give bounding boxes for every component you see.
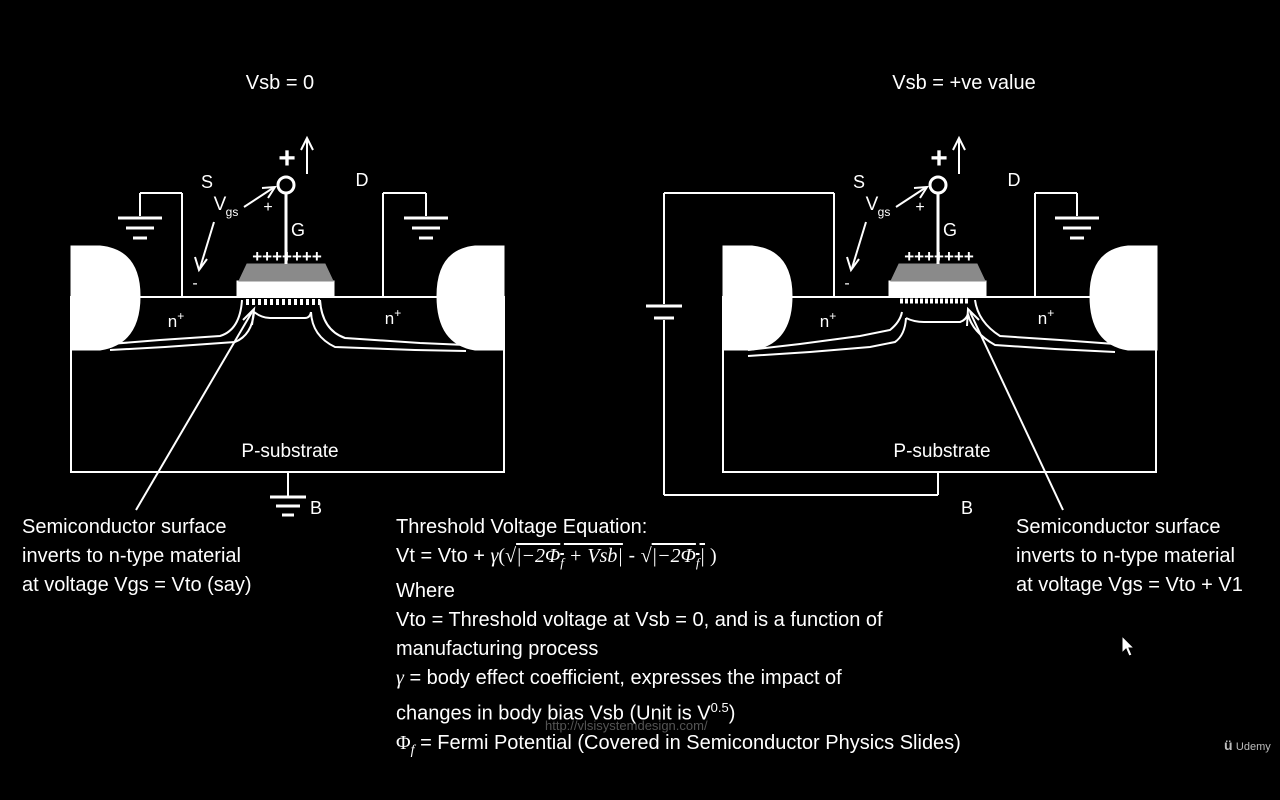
right-caption-pointer-head — [966, 306, 980, 327]
equation-heading: Threshold Voltage Equation: — [396, 516, 648, 538]
right-vgs-arrow-to-gate — [895, 187, 926, 208]
left-n-plus-source-label: n+ — [168, 309, 184, 331]
left-body-ground-icon — [270, 495, 306, 517]
left-caption-line: Semiconductor surface — [22, 516, 227, 538]
left-vgs-arrowhead-source — [194, 256, 208, 273]
right-gate-electrode — [890, 263, 986, 282]
right-gate-label: G — [943, 220, 957, 240]
right-up-arrowhead — [952, 135, 966, 151]
left-gate-electrode — [238, 263, 334, 282]
mouse-cursor-icon — [1121, 634, 1136, 657]
phi-definition-line: Φf = Fermi Potential (Covered in Semicon… — [396, 731, 961, 758]
gamma-symbol: γ — [396, 667, 404, 689]
right-caption: Semiconductor surface inverts to n-type … — [1016, 513, 1243, 600]
right-gate-charges: +++++++ — [904, 247, 974, 266]
udemy-logo-text: Udemy — [1235, 741, 1271, 753]
right-vgs-arrow-to-source — [851, 221, 867, 269]
left-source-ground-icon — [118, 216, 162, 240]
equation-formula: Vt = Vto + γ(√|−2Φf + Vsb| - √|−2Φf| ) — [396, 542, 961, 577]
right-drain-label: D — [1008, 170, 1021, 190]
gamma-definition-line2: changes in body bias Vsb (Unit is V0.5) — [396, 700, 736, 725]
watermark-url: http://vlsisystemdesign.com/ — [545, 718, 708, 733]
left-plus-big: + — [278, 142, 296, 175]
left-depletion-region — [253, 311, 312, 319]
equation-between: - — [622, 545, 641, 567]
left-source-label: S — [201, 172, 213, 192]
equation-close-paren: ) — [705, 545, 717, 567]
radicand-2: |−2Φf| — [651, 545, 706, 570]
left-drain-ground-icon — [404, 216, 448, 240]
left-mosfet-diagram: Vsb = 0 + S D V gs + G +++++++ - n+ n+ P… — [70, 72, 505, 518]
right-n-plus-source-region — [747, 311, 907, 357]
left-field-oxide-left — [70, 245, 141, 351]
right-source-label: S — [853, 172, 865, 192]
left-up-arrowhead — [300, 135, 314, 151]
gamma-definition-line1: γ = body effect coefficient, expresses t… — [396, 667, 842, 689]
left-caption-pointer — [135, 311, 253, 511]
sqrt-sign: √ — [505, 545, 517, 567]
right-vgs-main: V — [866, 194, 879, 215]
udemy-logo: ü Udemy — [1224, 737, 1271, 753]
equation-open-paren: ( — [498, 545, 506, 567]
vto-definition-line1: Vto = Threshold voltage at Vsb = 0, and … — [396, 609, 883, 631]
right-body-label: B — [961, 498, 973, 518]
right-minus: - — [844, 275, 849, 292]
sqrt-sign: √ — [640, 545, 652, 567]
left-gate-label: G — [291, 220, 305, 240]
left-caption-pointer-head — [242, 306, 256, 326]
left-vgs-arrowhead-gate — [261, 185, 277, 199]
left-vgs-main: V — [214, 194, 227, 215]
left-plus-small: + — [263, 199, 272, 216]
left-gate-oxide — [236, 280, 335, 298]
right-vgs-arrowhead-source — [846, 256, 860, 273]
left-n-plus-drain-region — [310, 299, 467, 352]
right-gate-terminal — [928, 175, 948, 195]
left-caption: Semiconductor surface inverts to n-type … — [22, 513, 252, 600]
right-title: Vsb = +ve value — [892, 72, 1035, 94]
gamma-symbol: γ — [490, 545, 499, 567]
radicand-1: |−2Φf + Vsb| — [516, 545, 623, 570]
right-caption-pointer — [969, 311, 1064, 511]
vto-definition-line2: manufacturing process — [396, 638, 599, 660]
right-depletion-region — [905, 313, 969, 323]
left-caption-line: at voltage Vgs = Vto (say) — [22, 574, 252, 596]
right-field-oxide-left — [722, 245, 793, 351]
left-substrate-label: P-substrate — [241, 441, 338, 462]
left-drain-label: D — [356, 170, 369, 190]
right-vgs-sub: gs — [878, 205, 891, 219]
udemy-logo-icon: ü — [1224, 737, 1233, 753]
right-plus-small: + — [915, 199, 924, 216]
right-mosfet-diagram: Vsb = +ve value + S D V gs + G +++++++ -… — [646, 72, 1158, 518]
right-n-plus-drain-label: n+ — [1038, 306, 1054, 328]
left-n-plus-drain-label: n+ — [385, 306, 401, 328]
right-n-plus-source-label: n+ — [820, 309, 836, 331]
right-drain-ground-icon — [1055, 216, 1099, 240]
left-minus: - — [192, 275, 197, 292]
left-title: Vsb = 0 — [246, 72, 314, 94]
left-body-label: B — [310, 498, 322, 518]
left-vgs-arrow-to-source — [199, 221, 215, 269]
left-field-oxide-right — [436, 245, 505, 351]
right-field-oxide-right — [1089, 245, 1158, 351]
right-vgs-arrowhead-gate — [913, 185, 929, 199]
phi-symbol: Φ — [396, 731, 411, 754]
right-battery-icon — [646, 304, 682, 320]
right-substrate-label: P-substrate — [893, 441, 990, 462]
left-caption-line: inverts to n-type material — [22, 545, 241, 567]
right-plus-big: + — [930, 142, 948, 175]
equation-lhs: Vt = Vto + — [396, 545, 491, 567]
right-caption-line: at voltage Vgs = Vto + V1 — [1016, 574, 1243, 596]
right-caption-line: Semiconductor surface — [1016, 516, 1221, 538]
left-gate-charges: +++++++ — [252, 247, 322, 266]
left-vgs-sub: gs — [226, 205, 239, 219]
right-gate-oxide — [888, 280, 987, 298]
left-vgs-arrow-to-gate — [243, 187, 274, 208]
equation-where: Where — [396, 580, 455, 602]
equation-block: Threshold Voltage Equation: Vt = Vto + γ… — [396, 513, 961, 765]
left-gate-terminal — [276, 175, 296, 195]
right-caption-line: inverts to n-type material — [1016, 545, 1235, 567]
